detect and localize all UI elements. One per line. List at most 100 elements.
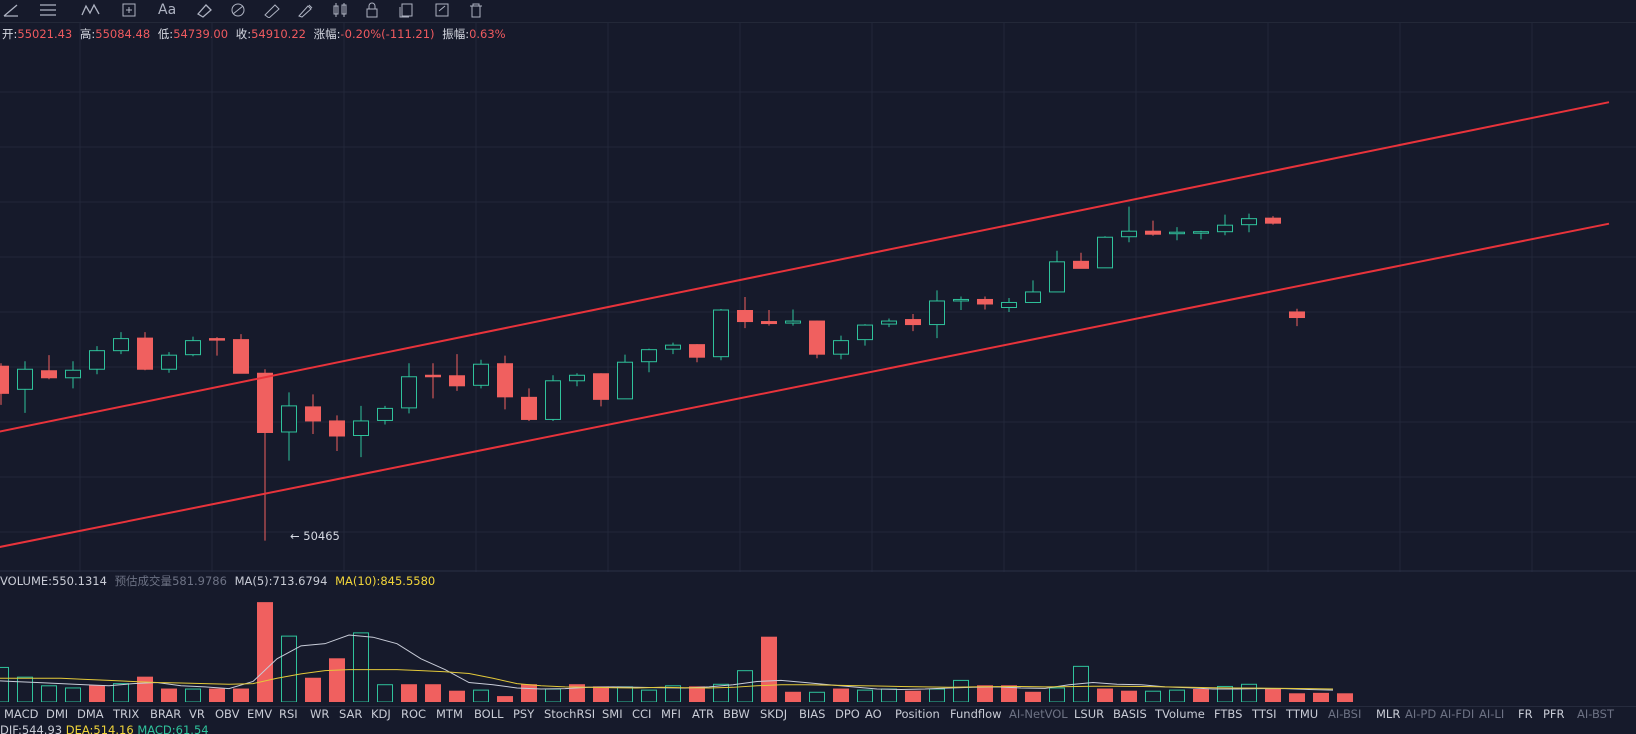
candle[interactable] — [449, 354, 465, 391]
candle[interactable] — [1097, 236, 1113, 269]
horizontal-lines-icon[interactable] — [38, 1, 58, 19]
channel-lower-line[interactable] — [0, 222, 1610, 548]
indicator-tab-pfr[interactable]: PFR — [1543, 707, 1565, 721]
indicator-tab-ai-li[interactable]: AI-LI — [1479, 707, 1505, 721]
candle[interactable] — [809, 320, 825, 359]
indicator-tab-mtm[interactable]: MTM — [436, 707, 463, 721]
candle[interactable] — [497, 355, 513, 410]
candle[interactable] — [833, 335, 849, 360]
candle[interactable] — [1073, 252, 1089, 269]
text-tool-icon[interactable]: Aa — [158, 1, 176, 19]
indicator-tab-cci[interactable]: CCI — [632, 707, 652, 721]
indicator-tab-ttsi[interactable]: TTSI — [1252, 707, 1277, 721]
indicator-tab-basis[interactable]: BASIS — [1113, 707, 1147, 721]
candle[interactable] — [521, 388, 537, 421]
candle[interactable] — [1241, 213, 1257, 233]
indicator-tab-boll[interactable]: BOLL — [474, 707, 504, 721]
candle[interactable] — [353, 405, 369, 458]
indicator-tab-ftbs[interactable]: FTBS — [1214, 707, 1243, 721]
indicator-tab-ai-netvol[interactable]: AI-NetVOL — [1009, 707, 1068, 721]
candle[interactable] — [881, 318, 897, 328]
candle[interactable] — [137, 332, 153, 371]
candle[interactable] — [401, 363, 417, 414]
indicator-tab-dpo[interactable]: DPO — [835, 707, 860, 721]
candle[interactable] — [1217, 214, 1233, 236]
indicator-tab-mfi[interactable]: MFI — [661, 707, 681, 721]
candle[interactable] — [929, 290, 945, 339]
indicator-tab-position[interactable]: Position — [895, 707, 940, 721]
indicator-tab-sar[interactable]: SAR — [339, 707, 363, 721]
candle[interactable] — [545, 375, 561, 421]
indicator-tab-dmi[interactable]: DMI — [46, 707, 69, 721]
indicator-tab-obv[interactable]: OBV — [215, 707, 240, 721]
candle[interactable] — [617, 354, 633, 400]
indicator-tab-ao[interactable]: AO — [865, 707, 882, 721]
wave-icon[interactable] — [80, 1, 102, 19]
indicator-tab-trix[interactable]: TRIX — [113, 707, 140, 721]
ruler-icon[interactable] — [262, 1, 282, 19]
candle[interactable] — [377, 405, 393, 425]
candle[interactable] — [1025, 280, 1041, 303]
candle[interactable] — [1265, 216, 1281, 225]
candle[interactable] — [1145, 220, 1161, 236]
indicator-tab-ttmu[interactable]: TTMU — [1286, 707, 1319, 721]
candle[interactable] — [257, 369, 273, 541]
candle[interactable] — [953, 296, 969, 311]
candle[interactable] — [233, 334, 249, 374]
trend-line-icon[interactable] — [2, 1, 20, 19]
indicator-tab-smi[interactable]: SMI — [602, 707, 623, 721]
candle[interactable] — [89, 346, 105, 375]
candle[interactable] — [281, 392, 297, 461]
crosshair-add-icon[interactable] — [120, 1, 140, 19]
lock-icon[interactable] — [364, 1, 380, 19]
candle[interactable] — [209, 337, 225, 356]
indicator-tab-ai-bst[interactable]: AI-BST — [1577, 707, 1615, 721]
candle[interactable] — [0, 363, 9, 405]
candle[interactable] — [905, 314, 921, 332]
indicator-tab-dma[interactable]: DMA — [77, 707, 104, 721]
candle[interactable] — [857, 324, 873, 346]
brush-icon[interactable] — [296, 1, 316, 19]
indicator-tab-mlr[interactable]: MLR — [1376, 707, 1401, 721]
candles-icon[interactable] — [330, 1, 350, 19]
indicator-tab-atr[interactable]: ATR — [692, 707, 714, 721]
candle[interactable] — [41, 355, 57, 380]
indicator-tab-wr[interactable]: WR — [310, 707, 330, 721]
price-chart[interactable] — [0, 22, 1636, 572]
indicator-tab-ai-fdi[interactable]: AI-FDI — [1440, 707, 1475, 721]
indicator-tab-vr[interactable]: VR — [189, 707, 205, 721]
indicator-tab-emv[interactable]: EMV — [247, 707, 273, 721]
trash-icon[interactable] — [468, 1, 484, 19]
candle[interactable] — [785, 309, 801, 326]
candle[interactable] — [593, 373, 609, 407]
indicator-tab-stochrsi[interactable]: StochRSI — [544, 707, 596, 721]
copy-icon[interactable] — [398, 1, 416, 19]
eraser-icon[interactable] — [194, 1, 214, 19]
candle[interactable] — [713, 309, 729, 361]
edit-icon[interactable] — [434, 1, 452, 19]
candle[interactable] — [665, 342, 681, 355]
indicator-tab-macd[interactable]: MACD — [4, 707, 39, 721]
candle[interactable] — [569, 373, 585, 387]
indicator-tab-brar[interactable]: BRAR — [150, 707, 182, 721]
candle[interactable] — [425, 363, 441, 399]
indicator-tab-bbw[interactable]: BBW — [723, 707, 750, 721]
indicator-tab-ai-pd[interactable]: AI-PD — [1405, 707, 1437, 721]
measure-icon[interactable] — [228, 1, 248, 19]
channel-upper-line[interactable] — [0, 101, 1610, 433]
candle[interactable] — [737, 296, 753, 329]
indicator-tab-ai-bsi[interactable]: AI-BSI — [1328, 707, 1362, 721]
candle[interactable] — [329, 415, 345, 452]
indicator-tab-fundflow[interactable]: Fundflow — [950, 707, 1002, 721]
volume-chart[interactable] — [0, 590, 1636, 702]
candle[interactable] — [113, 332, 129, 355]
indicator-tab-rsi[interactable]: RSI — [279, 707, 298, 721]
candle[interactable] — [689, 344, 705, 363]
candle[interactable] — [1121, 206, 1137, 243]
indicator-tab-skdj[interactable]: SKDJ — [760, 707, 788, 721]
candle[interactable] — [1049, 250, 1065, 293]
candle[interactable] — [761, 310, 777, 326]
candle[interactable] — [1193, 230, 1209, 240]
indicator-tab-roc[interactable]: ROC — [401, 707, 427, 721]
candle[interactable] — [17, 361, 33, 413]
